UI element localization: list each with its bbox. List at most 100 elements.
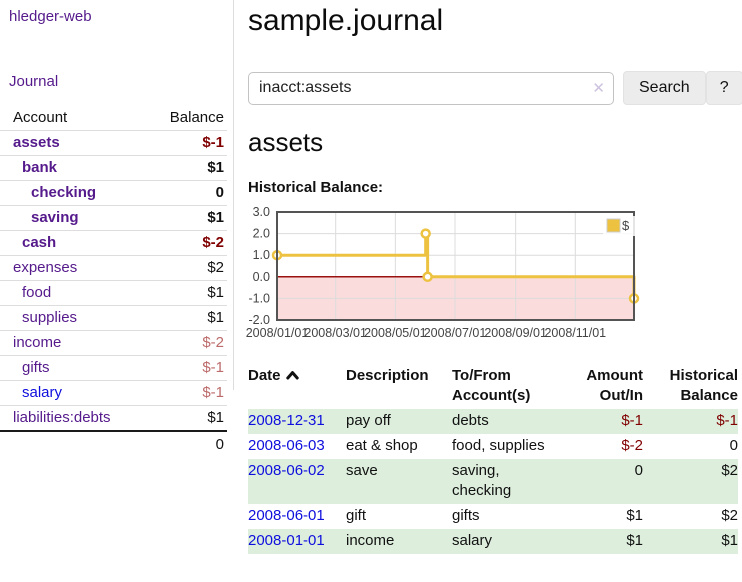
transaction-description: income — [346, 529, 452, 554]
accounts-table: Account Balance assets $-1 bank $1 check… — [0, 107, 227, 457]
transaction-amount: $1 — [563, 529, 643, 554]
account-balance: $2 — [150, 256, 227, 281]
account-balance: $1 — [150, 281, 227, 306]
account-row: assets $-1 — [0, 131, 227, 156]
account-link[interactable]: food — [0, 283, 51, 303]
account-balance: $-2 — [150, 331, 227, 356]
sort-ascending-icon — [286, 366, 299, 386]
chart-legend: $ — [603, 216, 639, 236]
transaction-date-link[interactable]: 2008-06-01 — [248, 507, 325, 524]
chart-svg: -2.0-1.00.01.02.03.02008/01/012008/03/01… — [248, 204, 698, 342]
account-link[interactable]: checking — [0, 183, 96, 203]
transaction-row: 2008-06-01 gift gifts $1 $2 — [248, 504, 738, 529]
date-header-label: Date — [248, 367, 281, 384]
register-table-body: 2008-12-31 pay off debts $-1 $-1 2008-06… — [248, 409, 738, 554]
transaction-date-link[interactable]: 2008-12-31 — [248, 412, 325, 429]
transaction-date-link[interactable]: 2008-06-03 — [248, 437, 325, 454]
journal-link[interactable]: Journal — [9, 73, 58, 90]
account-row: salary $-1 — [0, 381, 227, 406]
brand-link[interactable]: hledger-web — [9, 8, 92, 25]
svg-text:2008/05/01: 2008/05/01 — [364, 326, 427, 340]
register-header-row: Date Description To/From Account(s) Amou… — [248, 364, 738, 409]
transaction-balance: 0 — [643, 434, 738, 459]
search-button[interactable]: Search — [623, 71, 706, 105]
transaction-accounts: debts — [452, 409, 563, 434]
svg-text:2008/01/01: 2008/01/01 — [246, 326, 309, 340]
transaction-date-link[interactable]: 2008-01-01 — [248, 532, 325, 549]
account-row: checking 0 — [0, 181, 227, 206]
transaction-amount: $1 — [563, 504, 643, 529]
legend-label: $ — [622, 218, 630, 233]
account-link[interactable]: cash — [0, 233, 56, 253]
svg-text:3.0: 3.0 — [253, 205, 270, 219]
main-content: sample.journal ✕ Search ? assets Histori… — [248, 0, 738, 554]
transaction-row: 2008-06-02 save saving, checking 0 $2 — [248, 459, 738, 504]
account-row: food $1 — [0, 281, 227, 306]
svg-text:2008/11/01: 2008/11/01 — [544, 326, 606, 340]
account-row: gifts $-1 — [0, 356, 227, 381]
account-link[interactable]: supplies — [0, 308, 77, 328]
journal-nav: Journal — [9, 73, 233, 90]
account-row: saving $1 — [0, 206, 227, 231]
search-input[interactable] — [248, 72, 614, 105]
data-point — [422, 230, 430, 238]
account-link[interactable]: bank — [0, 158, 57, 178]
transaction-amount: 0 — [563, 459, 643, 504]
sidebar-divider — [233, 0, 234, 390]
transaction-balance: $-1 — [643, 409, 738, 434]
account-link[interactable]: salary — [0, 383, 62, 403]
transaction-amount: $-1 — [563, 409, 643, 434]
svg-text:0.0: 0.0 — [253, 270, 270, 284]
historical-balance-chart: -2.0-1.00.01.02.03.02008/01/012008/03/01… — [248, 204, 738, 342]
svg-text:2.0: 2.0 — [253, 227, 270, 241]
svg-text:2008/03/01: 2008/03/01 — [304, 326, 367, 340]
account-link[interactable]: assets — [0, 133, 60, 153]
account-balance: $-2 — [150, 231, 227, 256]
account-balance: $-1 — [150, 356, 227, 381]
accounts-total-value: 0 — [150, 431, 227, 457]
data-point — [424, 273, 432, 281]
account-link[interactable]: liabilities:debts — [0, 408, 111, 428]
transaction-amount: $-2 — [563, 434, 643, 459]
register-header-date[interactable]: Date — [248, 364, 346, 409]
account-row: expenses $2 — [0, 256, 227, 281]
account-link[interactable]: saving — [0, 208, 79, 228]
transaction-accounts: salary — [452, 529, 563, 554]
register-header-amount: Amount Out/In — [563, 364, 643, 409]
transaction-row: 2008-12-31 pay off debts $-1 $-1 — [248, 409, 738, 434]
accounts-header-row: Account Balance — [0, 107, 227, 131]
transaction-row: 2008-06-03 eat & shop food, supplies $-2… — [248, 434, 738, 459]
account-balance: $1 — [150, 306, 227, 331]
transaction-date-link[interactable]: 2008-06-02 — [248, 462, 325, 479]
transaction-description: save — [346, 459, 452, 504]
account-balance: $-1 — [150, 131, 227, 156]
account-row: supplies $1 — [0, 306, 227, 331]
transaction-description: eat & shop — [346, 434, 452, 459]
transaction-accounts: food, supplies — [452, 434, 563, 459]
transaction-row: 2008-01-01 income salary $1 $1 — [248, 529, 738, 554]
account-balance: 0 — [150, 181, 227, 206]
account-link[interactable]: income — [0, 333, 61, 353]
register-header-balance: Historical Balance — [643, 364, 738, 409]
register-header-accounts: To/From Account(s) — [452, 364, 563, 409]
account-balance: $1 — [150, 206, 227, 231]
sidebar: hledger-web Journal Account Balance asse… — [0, 0, 233, 457]
register-table: Date Description To/From Account(s) Amou… — [248, 364, 738, 554]
account-link[interactable]: gifts — [0, 358, 50, 378]
transaction-accounts: gifts — [452, 504, 563, 529]
help-button[interactable]: ? — [706, 71, 742, 105]
register-header-description: Description — [346, 364, 452, 409]
accounts-header-balance: Balance — [150, 107, 227, 131]
account-row: bank $1 — [0, 156, 227, 181]
transaction-balance: $2 — [643, 504, 738, 529]
account-row: liabilities:debts $1 — [0, 406, 227, 432]
transaction-balance: $2 — [643, 459, 738, 504]
account-link[interactable]: expenses — [0, 258, 77, 278]
accounts-header-account: Account — [0, 107, 150, 131]
clear-search-icon[interactable]: ✕ — [592, 79, 605, 97]
search-bar: ✕ Search ? — [248, 71, 738, 105]
account-row: income $-2 — [0, 331, 227, 356]
account-balance: $1 — [150, 406, 227, 432]
svg-text:2008/07/01: 2008/07/01 — [424, 326, 487, 340]
app-brand: hledger-web — [0, 0, 233, 25]
